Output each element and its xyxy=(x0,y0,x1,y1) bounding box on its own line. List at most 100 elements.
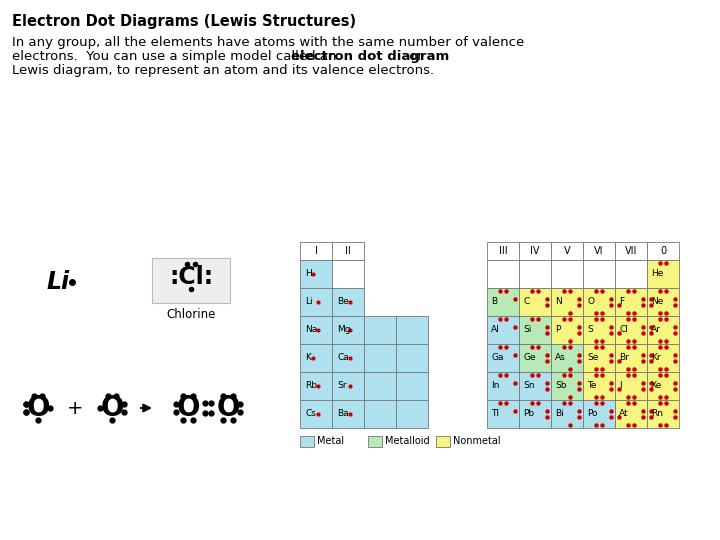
Text: In any group, all the elements have atoms with the same number of valence: In any group, all the elements have atom… xyxy=(12,36,524,49)
Bar xyxy=(332,316,364,344)
Bar xyxy=(583,344,615,372)
Text: :Cl:: :Cl: xyxy=(169,265,213,288)
Bar xyxy=(300,372,332,400)
Text: Mg: Mg xyxy=(337,326,351,334)
Text: O: O xyxy=(587,298,594,307)
Bar xyxy=(647,316,679,344)
Text: 0: 0 xyxy=(660,246,666,256)
Text: Tl: Tl xyxy=(491,409,499,418)
Bar xyxy=(364,316,396,344)
Bar xyxy=(332,260,364,288)
Bar xyxy=(551,344,583,372)
Bar xyxy=(332,344,364,372)
Bar xyxy=(519,316,551,344)
Text: VI: VI xyxy=(594,246,604,256)
Text: Sn: Sn xyxy=(523,381,534,390)
Bar xyxy=(396,400,428,428)
Bar xyxy=(300,288,332,316)
Text: Ar: Ar xyxy=(651,326,661,334)
Bar xyxy=(332,288,364,316)
Bar xyxy=(615,260,647,288)
Text: Rb: Rb xyxy=(305,381,317,390)
Text: Nonmetal: Nonmetal xyxy=(453,436,500,447)
Text: Ca: Ca xyxy=(337,354,348,362)
Bar xyxy=(487,316,519,344)
Bar xyxy=(551,400,583,428)
Text: Ge: Ge xyxy=(523,354,536,362)
Text: As: As xyxy=(555,354,566,362)
Text: +: + xyxy=(67,399,84,417)
Text: O: O xyxy=(176,394,199,422)
Text: Chlorine: Chlorine xyxy=(166,308,216,321)
Text: Ba: Ba xyxy=(337,409,348,418)
Text: II: II xyxy=(345,246,351,256)
Bar xyxy=(300,242,332,260)
Text: P: P xyxy=(555,326,560,334)
Bar xyxy=(487,288,519,316)
Bar xyxy=(300,344,332,372)
Text: Li: Li xyxy=(305,298,312,307)
Bar xyxy=(615,288,647,316)
Text: Po: Po xyxy=(587,409,598,418)
Text: IV: IV xyxy=(530,246,540,256)
Bar xyxy=(583,288,615,316)
Text: N: N xyxy=(555,298,562,307)
Text: S: S xyxy=(587,326,593,334)
Bar xyxy=(615,372,647,400)
Bar xyxy=(300,316,332,344)
Bar xyxy=(487,260,519,288)
Bar xyxy=(551,242,583,260)
Bar xyxy=(551,260,583,288)
Bar xyxy=(583,316,615,344)
Text: K: K xyxy=(305,354,311,362)
Text: Bi: Bi xyxy=(555,409,564,418)
Bar xyxy=(583,372,615,400)
Bar xyxy=(647,288,679,316)
Text: F: F xyxy=(619,298,624,307)
Text: Te: Te xyxy=(587,381,596,390)
Bar xyxy=(364,344,396,372)
Bar xyxy=(615,400,647,428)
Text: Al: Al xyxy=(491,326,500,334)
Text: In: In xyxy=(491,381,500,390)
Bar xyxy=(519,400,551,428)
Bar xyxy=(487,344,519,372)
Text: Ga: Ga xyxy=(491,354,503,362)
Bar xyxy=(647,260,679,288)
Bar xyxy=(583,260,615,288)
Text: H: H xyxy=(305,269,312,279)
Text: III: III xyxy=(499,246,508,256)
Bar xyxy=(364,400,396,428)
Bar xyxy=(647,372,679,400)
Bar xyxy=(332,400,364,428)
Text: C: C xyxy=(523,298,529,307)
Bar xyxy=(487,400,519,428)
Bar xyxy=(364,372,396,400)
Bar xyxy=(300,400,332,428)
Text: Se: Se xyxy=(587,354,598,362)
Bar xyxy=(300,436,314,447)
Text: B: B xyxy=(491,298,497,307)
Text: Ne: Ne xyxy=(651,298,663,307)
Text: O: O xyxy=(100,394,124,422)
Bar xyxy=(300,260,332,288)
Text: VII: VII xyxy=(625,246,637,256)
Bar xyxy=(519,344,551,372)
Bar xyxy=(332,372,364,400)
Text: Metal: Metal xyxy=(317,436,344,447)
Bar xyxy=(332,242,364,260)
Text: Be: Be xyxy=(337,298,348,307)
Text: Cl: Cl xyxy=(619,326,628,334)
Bar xyxy=(487,242,519,260)
Text: Lewis diagram, to represent an atom and its valence electrons.: Lewis diagram, to represent an atom and … xyxy=(12,64,434,77)
Bar xyxy=(519,288,551,316)
Bar xyxy=(551,316,583,344)
Bar xyxy=(519,242,551,260)
Text: Si: Si xyxy=(523,326,531,334)
Text: electrons.  You can use a simple model called an: electrons. You can use a simple model ca… xyxy=(12,50,341,63)
Bar xyxy=(647,400,679,428)
Bar xyxy=(647,242,679,260)
Bar xyxy=(519,260,551,288)
Text: Rn: Rn xyxy=(651,409,663,418)
Text: V: V xyxy=(564,246,570,256)
